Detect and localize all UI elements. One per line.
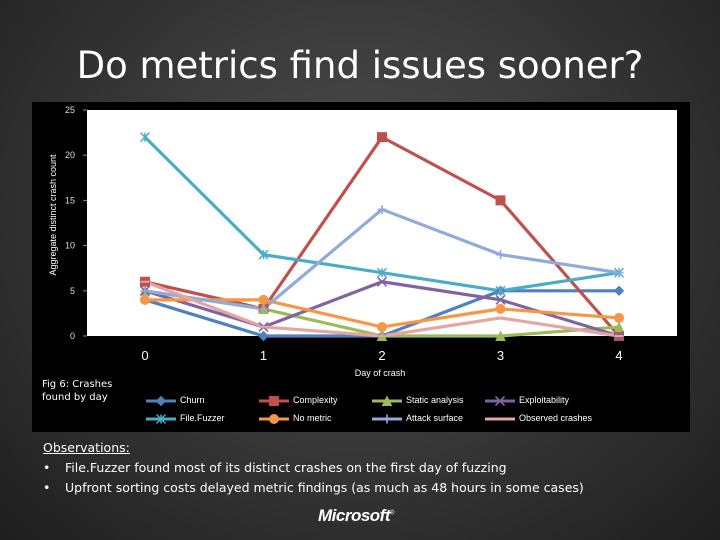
data-point [614,312,624,323]
data-point [495,285,506,296]
legend-swatch [485,417,515,421]
y-tick-label: 0 [70,331,75,341]
data-point [613,321,625,332]
observations-list: File.Fuzzer found most of its distinct c… [43,458,584,498]
data-point [140,294,150,305]
data-point [377,204,387,214]
observation-item: File.Fuzzer found most of its distinct c… [43,458,584,478]
microsoft-logo: Microsoft® [318,506,394,526]
figure-caption: Fig 6: Crashes found by day [42,379,113,403]
data-point [613,285,625,297]
legend-swatch [146,413,176,425]
legend-label: Attack surface [406,413,464,423]
data-point [259,304,268,314]
data-point [377,321,387,332]
legend-label: Complexity [293,395,338,405]
y-tick-label: 5 [70,286,75,296]
legend-swatch [259,414,289,424]
y-tick-label: 15 [65,195,75,205]
data-point [139,132,151,143]
data-point [495,330,506,341]
data-point [376,276,388,287]
legend-swatch [372,414,402,424]
y-tick-label: 10 [65,241,75,251]
data-point [258,294,269,305]
data-point [495,294,506,305]
data-point [614,268,624,278]
legend-label: Observed crashes [519,413,593,423]
slide-title: Do metrics find issues sooner? [76,44,644,87]
legend-label: File.Fuzzer [180,413,225,423]
data-point [381,395,393,406]
legend-swatch [146,395,176,407]
x-tick-label: 0 [141,348,148,363]
legend-label: Exploitability [519,395,570,405]
y-tick-label: 25 [65,105,75,115]
x-axis-title: Day of crash [355,368,406,378]
data-point [377,132,387,143]
data-point [495,195,506,206]
legend-swatch [372,395,402,406]
y-axis-title: Aggregate distinct crash count [48,154,58,276]
x-tick-label: 2 [378,348,385,363]
data-point [494,395,506,407]
data-point [155,395,167,407]
x-tick-label: 1 [260,348,267,363]
data-point [155,413,167,425]
line-chart: 0 5 10 15 20 25 0 1 2 3 4 Day of crash Aggregate dis… [48,105,677,378]
observations: Observations: File.Fuzzer found most of … [43,438,584,498]
data-point [269,396,279,406]
registered-mark: ® [390,510,394,517]
data-point [376,267,388,278]
logo-wordmark: Microsoft [318,506,391,525]
data-point [269,414,279,424]
chart-area: 0 5 10 15 20 25 0 1 2 3 4 Day of crash Aggregate dis… [32,102,690,432]
legend-swatch [485,395,515,407]
x-tick-label: 4 [615,348,622,363]
legend-label: Static analysis [406,395,464,405]
data-point [258,330,269,342]
data-point [258,249,269,260]
observation-item: Upfront sorting costs delayed metric fin… [43,478,584,498]
x-tick-label: 3 [497,348,504,363]
data-point [495,303,506,314]
data-point [140,286,150,296]
legend-label: Churn [180,395,205,405]
data-point [496,250,505,260]
y-tick-label: 20 [65,150,75,160]
legend-label: No metric [293,413,332,423]
data-point [382,414,392,424]
observations-heading: Observations: [43,440,130,455]
legend-swatch [259,396,289,406]
